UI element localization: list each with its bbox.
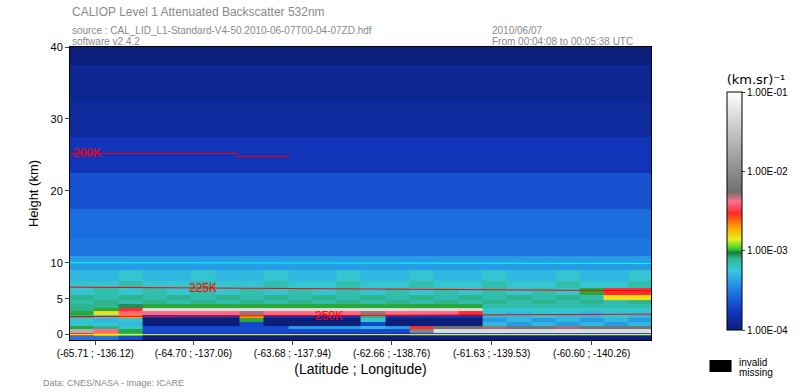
svg-text:10: 10 [51,257,63,269]
svg-text:Data: CNES/NASA - Image: ICARE: Data: CNES/NASA - Image: ICARE [43,378,184,388]
svg-text:(-62.66 ; -138.76): (-62.66 ; -138.76) [353,348,430,359]
svg-text:invalid: invalid [739,357,767,368]
svg-text:250K: 250K [315,309,343,323]
svg-text:(-60.60 ; -140.26): (-60.60 ; -140.26) [553,348,630,359]
svg-text:20: 20 [51,185,63,197]
svg-text:Height (km): Height (km) [26,160,41,227]
svg-text:(-61.63 ; -139.53): (-61.63 ; -139.53) [453,348,530,359]
svg-text:5: 5 [57,293,63,305]
svg-text:(-65.71 ; -136.12): (-65.71 ; -136.12) [57,348,134,359]
svg-text:40: 40 [51,41,63,53]
svg-text:source : CAL_LID_L1-Standard-V: source : CAL_LID_L1-Standard-V4-50.2010-… [72,25,372,36]
svg-text:200K: 200K [73,146,101,160]
svg-text:(-63.68 ; -137.94): (-63.68 ; -137.94) [254,348,331,359]
svg-text:(-64.70 ; -137.06): (-64.70 ; -137.06) [155,348,232,359]
svg-text:From 00:04:08 to 00:05:38 UTC: From 00:04:08 to 00:05:38 UTC [492,36,633,47]
svg-text:(Latitude ; Longitude): (Latitude ; Longitude) [294,361,426,377]
svg-text:2010/06/07: 2010/06/07 [492,25,542,36]
svg-text:CALIOP Level 1 Attenuated Back: CALIOP Level 1 Attenuated Backscatter 53… [72,5,325,19]
svg-text:1.00E-04: 1.00E-04 [747,325,788,336]
svg-text:(km.sr)⁻¹: (km.sr)⁻¹ [727,72,786,87]
svg-text:missing: missing [739,367,773,378]
svg-text:software v2.4.2: software v2.4.2 [72,36,140,47]
svg-text:30: 30 [51,113,63,125]
svg-text:1.00E-01: 1.00E-01 [747,87,788,98]
svg-text:1.00E-03: 1.00E-03 [747,245,788,256]
svg-text:225K: 225K [189,281,217,295]
svg-text:0: 0 [57,328,63,340]
svg-text:1.00E-02: 1.00E-02 [747,166,788,177]
